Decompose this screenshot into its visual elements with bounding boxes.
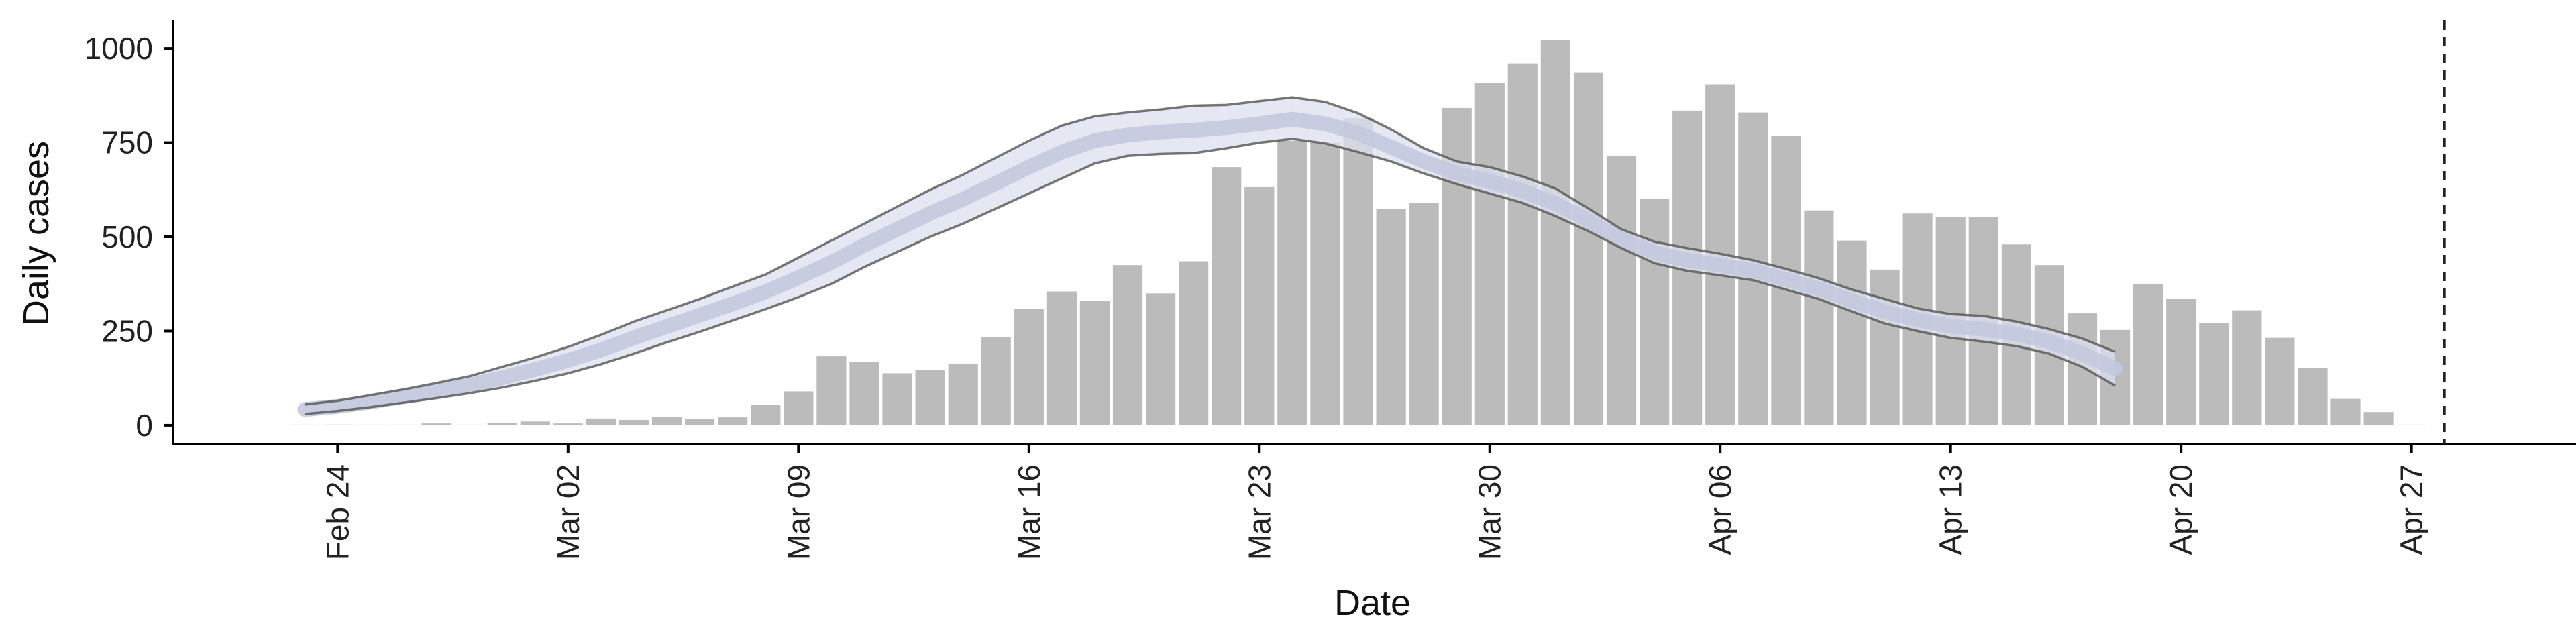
bars-layer	[257, 40, 2426, 425]
y-axis-title: Daily cases	[16, 141, 56, 326]
bar	[1837, 240, 1867, 425]
x-axis-title: Date	[1334, 583, 1411, 623]
bar	[1343, 118, 1373, 425]
x-tick-label: Mar 23	[1242, 464, 1277, 560]
bar	[1640, 199, 1670, 425]
bar	[1804, 210, 1834, 425]
bar	[1112, 265, 1143, 425]
bar	[1870, 269, 1900, 425]
bar	[882, 373, 912, 425]
estimate-median-line	[297, 111, 2123, 417]
bar	[816, 356, 847, 425]
bar	[948, 364, 978, 425]
x-tick-label: Apr 06	[1703, 464, 1737, 555]
bar	[421, 423, 451, 425]
y-tick-label: 0	[136, 408, 153, 443]
bar	[520, 421, 550, 425]
bar	[784, 391, 814, 425]
bar	[1179, 261, 1209, 425]
bar	[849, 362, 879, 425]
axes-layer	[172, 20, 2576, 445]
bar	[1606, 156, 1637, 425]
bar	[2265, 337, 2295, 425]
bar	[619, 420, 649, 425]
bar	[1507, 63, 1538, 425]
estimate-band-layer	[297, 96, 2123, 417]
bar	[1244, 186, 1275, 425]
x-tick-label: Apr 13	[1933, 464, 1968, 555]
bar	[586, 418, 616, 425]
bar	[487, 423, 517, 425]
x-tick-label: Apr 27	[2394, 464, 2429, 555]
bar	[1310, 142, 1340, 425]
bar	[2199, 323, 2229, 425]
y-ticks: 0 250 500 750 1000	[85, 31, 173, 443]
y-tick-label: 500	[101, 219, 153, 254]
y-tick-label: 250	[101, 313, 153, 348]
estimate-upper-line	[305, 96, 2116, 406]
bar	[1573, 72, 1604, 425]
bar	[981, 337, 1011, 425]
bar	[685, 419, 715, 425]
bar	[1014, 309, 1044, 425]
bar	[1146, 293, 1176, 425]
bar	[1079, 301, 1110, 425]
y-tick-label: 750	[101, 125, 153, 160]
bar	[2166, 299, 2196, 425]
bar	[1277, 140, 1307, 425]
bar	[1376, 209, 1406, 425]
bar	[1409, 203, 1439, 425]
bar	[751, 405, 781, 425]
x-tick-label: Mar 09	[781, 464, 816, 560]
bar	[1442, 107, 1472, 425]
bar	[2330, 398, 2361, 425]
x-tick-label: Mar 30	[1472, 464, 1507, 560]
x-tick-label: Mar 02	[551, 464, 586, 560]
x-ticks: Feb 24 Mar 02 Mar 09 Mar 16 Mar 23 Mar 30 Apr …	[320, 444, 2429, 560]
bar	[2232, 310, 2262, 425]
x-tick-label: Feb 24	[320, 464, 355, 560]
bar	[1046, 291, 1077, 425]
bar	[915, 370, 945, 425]
y-tick-label: 1000	[85, 31, 153, 66]
bar	[2363, 412, 2394, 425]
x-tick-label: Mar 16	[1012, 464, 1046, 560]
bar	[1540, 40, 1570, 425]
bar	[1212, 167, 1242, 425]
bar	[2133, 284, 2163, 425]
bar	[718, 417, 748, 425]
bar	[651, 417, 682, 425]
bar	[553, 423, 583, 425]
bar	[2298, 368, 2328, 425]
estimate-lower-line	[305, 138, 2116, 415]
bar	[1474, 83, 1505, 425]
x-tick-label: Apr 20	[2163, 464, 2198, 555]
